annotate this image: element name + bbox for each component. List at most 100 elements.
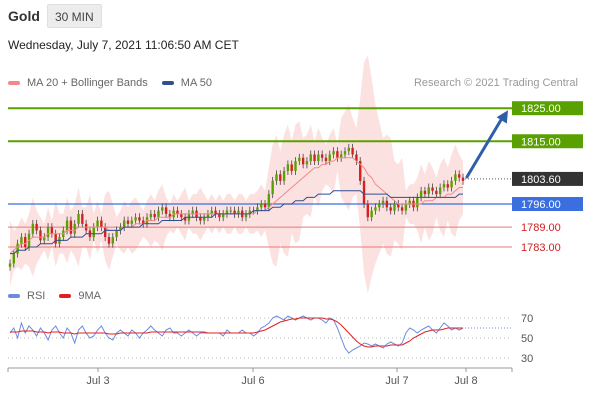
candle-body — [43, 237, 46, 241]
time-tick-label: Jul 3 — [86, 375, 109, 387]
candle-body — [457, 174, 461, 178]
level-label-1825.00: 1825.00 — [521, 103, 561, 115]
candle — [164, 203, 168, 218]
candle — [111, 233, 114, 248]
date-line: Wednesday, July 7, 2021 11:06:50 AM CET — [8, 38, 239, 52]
candle — [298, 153, 301, 166]
candle-body — [279, 174, 282, 181]
timeframe-button[interactable]: 30 MIN — [47, 4, 102, 28]
candle-body — [65, 220, 69, 231]
candle-body — [305, 161, 309, 165]
candle — [35, 219, 38, 235]
candle-body — [24, 237, 27, 247]
candle — [233, 206, 236, 218]
candle — [123, 216, 126, 232]
candle — [370, 206, 373, 222]
candle-body — [35, 223, 38, 231]
candle — [427, 183, 430, 199]
candle — [442, 180, 446, 192]
candle — [328, 150, 331, 166]
candle — [324, 153, 328, 166]
candle — [138, 213, 141, 225]
candle — [229, 206, 232, 215]
candle-body — [54, 233, 57, 244]
candle-body — [454, 174, 457, 181]
candle — [206, 209, 210, 222]
candle-body — [461, 177, 465, 181]
instrument-title: Gold — [8, 8, 40, 24]
candle — [20, 233, 23, 248]
candle — [256, 203, 259, 215]
candle — [378, 200, 381, 212]
candle — [237, 206, 240, 218]
candle-body — [400, 207, 404, 211]
candle — [336, 147, 339, 162]
candle-body — [442, 184, 446, 188]
candle-body — [168, 213, 172, 218]
candle — [225, 206, 229, 218]
candle — [115, 226, 118, 242]
main-legend: MA 20 + Bollinger Bands MA 50 — [8, 77, 226, 89]
candle-body — [450, 180, 453, 188]
candle-body — [260, 204, 263, 208]
candle — [119, 223, 122, 235]
candle-body — [39, 230, 42, 241]
candle-body — [176, 210, 179, 214]
level-label-1796.00: 1796.00 — [521, 199, 561, 211]
candle — [50, 223, 54, 238]
candle-body — [446, 184, 449, 188]
candle — [317, 150, 320, 166]
header: Gold 30 MIN — [0, 0, 596, 32]
candle-body — [92, 227, 95, 238]
candle-body — [107, 237, 111, 244]
candle — [81, 209, 84, 228]
legend-swatch-9ma — [59, 294, 72, 298]
candle-body — [46, 227, 50, 238]
candle-body — [96, 220, 99, 228]
candle-body — [332, 151, 335, 155]
candle-body — [301, 157, 305, 165]
candle — [161, 203, 164, 215]
legend-swatch-rsi — [8, 294, 20, 298]
candle-body — [343, 151, 347, 155]
candle-body — [294, 161, 297, 171]
candle — [313, 150, 316, 166]
time-tick-label: Jul 8 — [454, 375, 477, 387]
candle — [431, 183, 434, 195]
candle-body — [153, 213, 156, 218]
legend-label-9ma: 9MA — [78, 290, 101, 302]
candle-body — [271, 180, 274, 195]
candle-body — [324, 157, 328, 162]
candle-body — [123, 220, 126, 228]
candle — [332, 147, 335, 159]
legend-label-rsi: RSI — [27, 290, 46, 302]
candle — [153, 209, 156, 222]
candle — [92, 223, 95, 242]
candle-body — [221, 213, 225, 218]
candle-body — [126, 220, 130, 224]
candle — [221, 209, 225, 222]
candle — [134, 213, 137, 225]
candle — [100, 216, 103, 232]
candle — [294, 157, 297, 175]
candle-body — [69, 220, 73, 234]
candle — [8, 259, 12, 271]
candle — [126, 216, 130, 228]
candle — [31, 219, 35, 238]
rsi-ma-line — [10, 317, 463, 348]
candle-body — [20, 237, 23, 244]
candle — [96, 216, 99, 232]
candle-body — [191, 210, 194, 214]
candle — [275, 170, 278, 185]
rsi-tick-30: 30 — [521, 353, 533, 365]
candle — [263, 200, 267, 212]
legend-item-ma20: MA 20 + Bollinger Bands — [8, 77, 148, 89]
candle-body — [103, 227, 107, 238]
candle — [130, 216, 134, 228]
candle-body — [435, 190, 438, 195]
candle-body — [423, 190, 427, 195]
candle — [107, 233, 111, 248]
candle — [381, 196, 385, 208]
candle — [400, 203, 404, 215]
